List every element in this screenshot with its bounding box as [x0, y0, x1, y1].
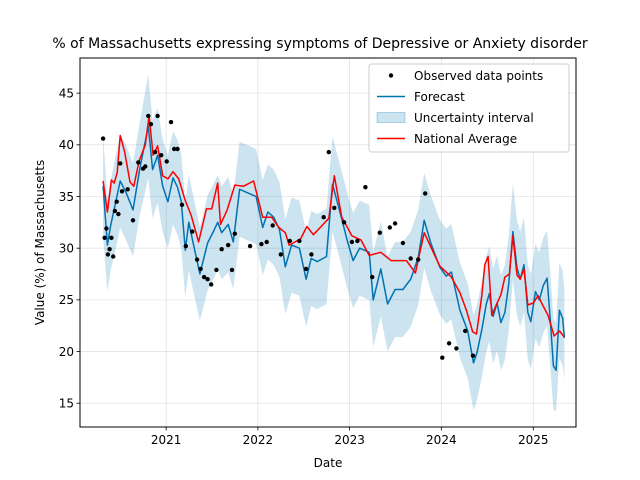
observed-point — [392, 221, 398, 226]
observed-point — [105, 252, 111, 257]
observed-point — [370, 274, 375, 280]
y-axis-label: Value (%) of Massachusetts — [33, 160, 47, 325]
observed-point — [164, 159, 169, 164]
observed-point — [463, 328, 468, 334]
legend: Observed data points Forecast Uncertainty … — [368, 63, 570, 153]
observed-point — [226, 242, 231, 248]
observed-point — [194, 257, 200, 262]
y-tick-label: 30 — [59, 241, 74, 255]
observed-point — [116, 211, 121, 217]
uncertainty-band-area — [103, 74, 565, 412]
observed-point — [440, 355, 445, 360]
observed-point — [155, 113, 160, 119]
observed-point — [136, 160, 141, 165]
observed-point — [109, 235, 114, 240]
observed-point — [175, 146, 180, 152]
observed-point — [363, 185, 368, 190]
observed-point — [326, 149, 331, 155]
legend-box — [368, 63, 570, 153]
observed-point — [423, 191, 428, 196]
observed-point — [190, 229, 195, 234]
forecast-series — [102, 125, 566, 371]
observed-point — [470, 353, 476, 358]
y-tick-label: 20 — [59, 345, 74, 359]
observed-point — [287, 238, 292, 244]
observed-point — [377, 230, 382, 235]
observed-point — [100, 136, 106, 141]
x-tick-label: 2022 — [243, 433, 274, 447]
observed-point — [198, 266, 203, 272]
observed-point — [159, 153, 164, 158]
observed-points — [100, 113, 476, 360]
y-tick-label: 40 — [59, 138, 74, 152]
observed-point — [387, 225, 392, 230]
observed-point — [309, 252, 314, 257]
x-axis-label: Date — [314, 456, 343, 470]
y-tick-label: 15 — [59, 397, 74, 411]
observed-point — [349, 239, 355, 245]
observed-point — [112, 208, 118, 214]
legend-marker — [388, 73, 394, 78]
legend-band — [376, 112, 406, 123]
observed-point — [183, 243, 188, 249]
observed-point — [229, 267, 235, 273]
x-tick-label: 2025 — [518, 433, 549, 447]
observed-point — [232, 231, 237, 236]
legend-label: Forecast — [414, 90, 465, 104]
x-tick-label: 2021 — [151, 433, 182, 447]
observed-point — [125, 187, 130, 192]
observed-point — [172, 146, 177, 152]
observed-point — [201, 274, 207, 280]
legend-label: National Average — [414, 132, 517, 146]
observed-point — [104, 226, 109, 231]
observed-point — [114, 199, 119, 204]
x-axis: 2021 2022 2023 2024 2025 — [151, 427, 549, 447]
plot-frame — [79, 57, 577, 428]
observed-point — [214, 267, 219, 273]
observed-point — [107, 247, 112, 252]
forecast-line — [102, 125, 566, 371]
observed-point — [148, 122, 154, 127]
observed-point — [247, 243, 253, 249]
observed-point — [400, 240, 406, 246]
observed-point — [209, 282, 214, 287]
observed-point — [278, 252, 283, 257]
observed-point — [146, 113, 151, 119]
observed-point — [332, 205, 337, 211]
observed-point — [355, 238, 360, 244]
observed-point — [259, 241, 264, 247]
observed-point — [102, 235, 107, 240]
legend-label: Uncertainty interval — [414, 111, 534, 125]
observed-point — [264, 239, 269, 245]
x-tick-label: 2024 — [426, 433, 457, 447]
observed-point — [111, 254, 116, 259]
observed-point — [205, 277, 210, 282]
observed-point — [130, 218, 136, 223]
y-tick-label: 25 — [59, 293, 74, 307]
observed-point — [454, 346, 459, 351]
observed-point — [143, 164, 148, 169]
observed-point — [341, 220, 347, 225]
y-tick-label: 35 — [59, 190, 74, 204]
observed-point — [416, 257, 421, 262]
observed-point — [179, 202, 185, 207]
x-tick-label: 2023 — [334, 433, 365, 447]
legend-label: Observed data points — [414, 69, 543, 83]
observed-point — [118, 161, 123, 166]
y-tick-label: 45 — [59, 86, 74, 100]
observed-point — [297, 238, 302, 244]
observed-point — [152, 149, 158, 155]
observed-point — [408, 256, 413, 261]
observed-point — [119, 189, 125, 194]
chart-title: % of Massachusetts expressing symptoms o… — [52, 36, 587, 52]
observed-point — [168, 119, 174, 125]
observed-point — [446, 341, 452, 346]
observed-point — [219, 247, 224, 252]
observed-point — [303, 266, 309, 272]
y-axis: 15 20 25 30 35 40 45 — [59, 86, 80, 411]
uncertainty-band — [103, 74, 565, 412]
observed-point — [270, 223, 275, 228]
observed-point — [321, 215, 326, 220]
